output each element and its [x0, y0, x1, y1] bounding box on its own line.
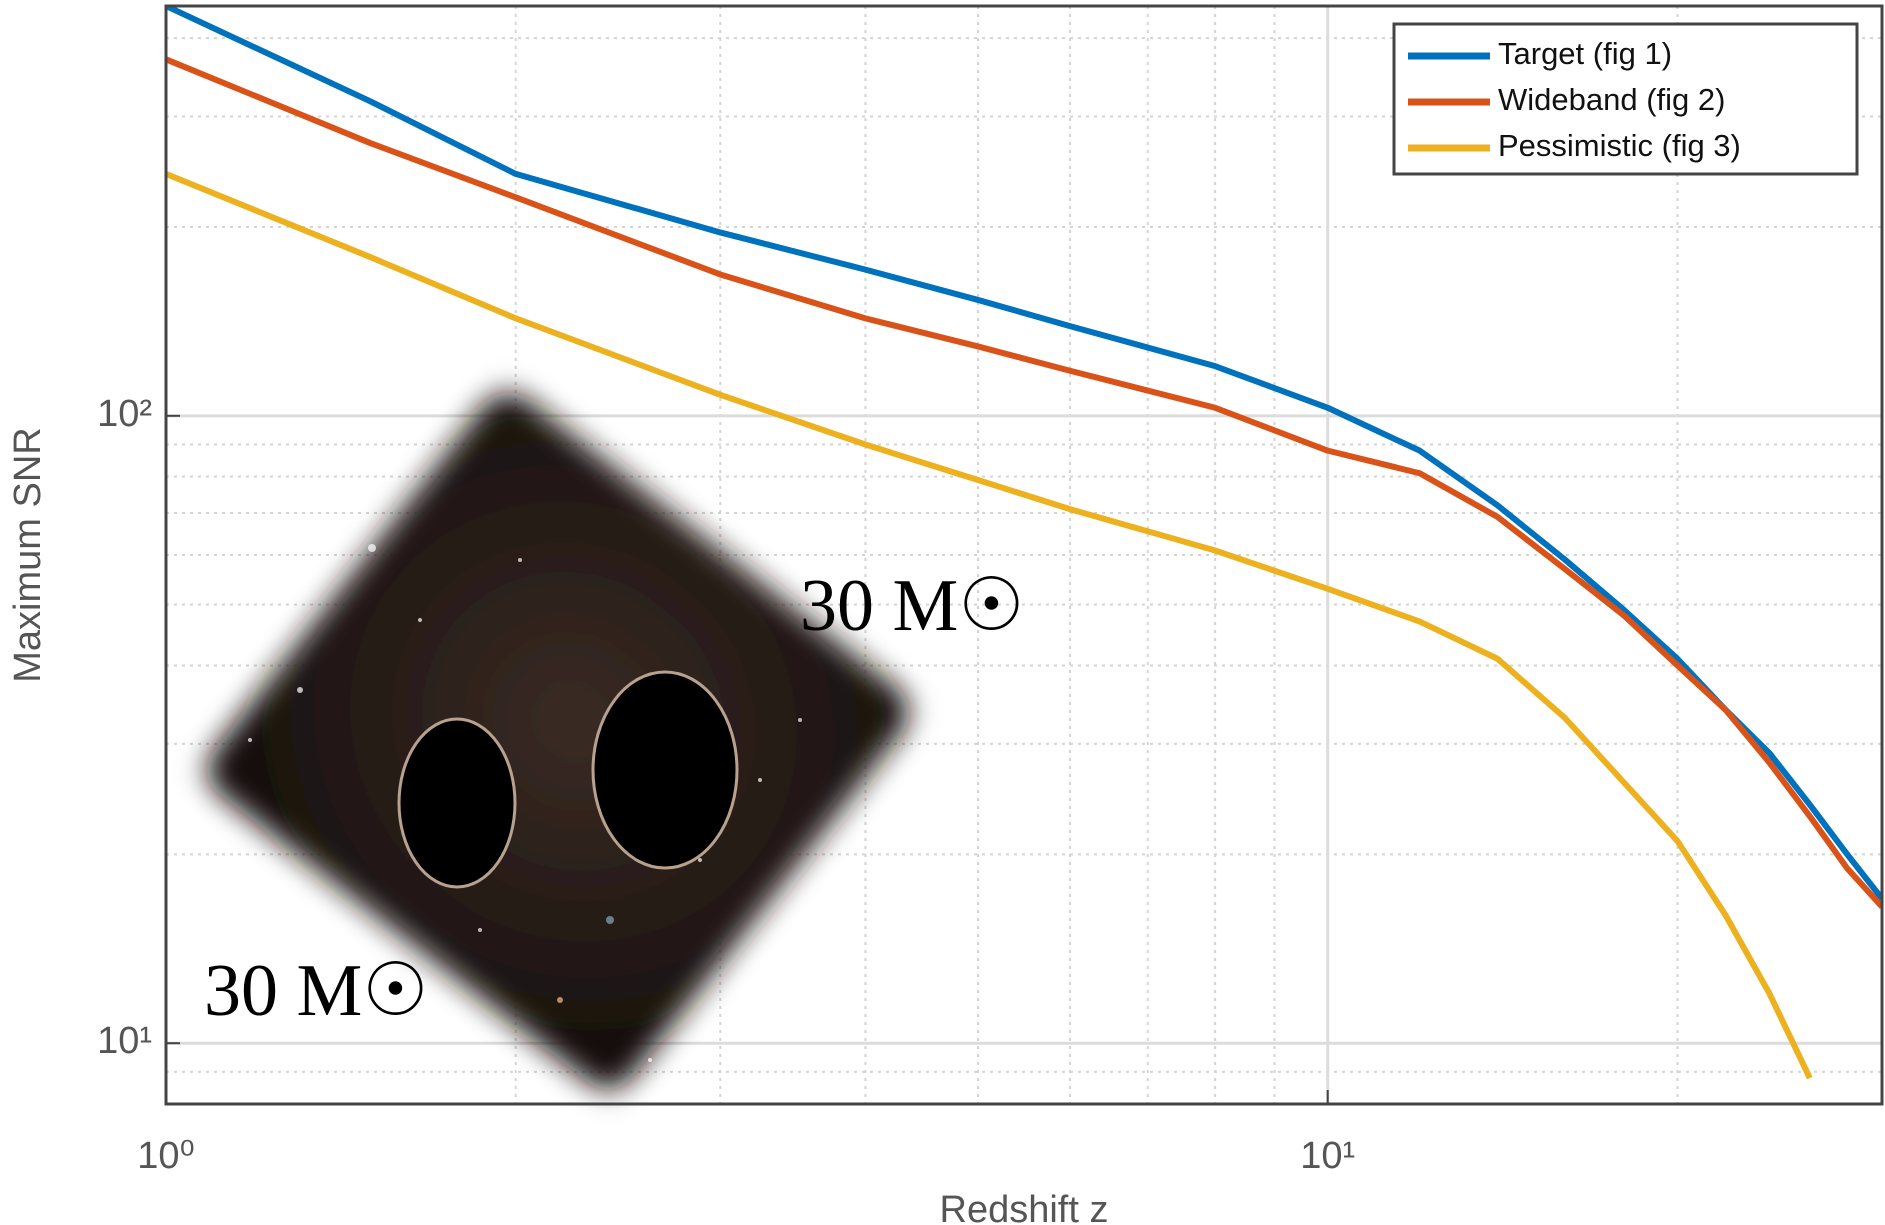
x-tick-label: 10⁰: [137, 1135, 195, 1177]
x-axis-label: Redshift z: [940, 1189, 1109, 1225]
y-axis-label: Maximum SNR: [7, 427, 49, 682]
annotation: 30 M☉: [800, 565, 1025, 647]
black-hole: [593, 672, 737, 868]
chart: 10⁰ 10¹ 10¹ 10² 30 M☉ 30 M☉ Maximum SNR Red…: [0, 0, 1885, 1225]
x-tick-label: 10¹: [1300, 1135, 1355, 1177]
y-tick-label: 10¹: [97, 1020, 152, 1062]
legend-label: Wideband (fig 2): [1498, 82, 1725, 117]
annotation: 30 M☉: [204, 950, 429, 1032]
page: 10⁰ 10¹ 10¹ 10² 30 M☉ 30 M☉ Maximum SNR Red…: [0, 0, 1885, 1225]
y-tick-label: 10²: [97, 393, 152, 435]
legend-label: Pessimistic (fig 3): [1498, 128, 1741, 163]
legend: Target (fig 1) Wideband (fig 2) Pessimisti…: [1394, 24, 1857, 174]
legend-label: Target (fig 1): [1498, 36, 1672, 71]
black-hole: [399, 719, 515, 887]
